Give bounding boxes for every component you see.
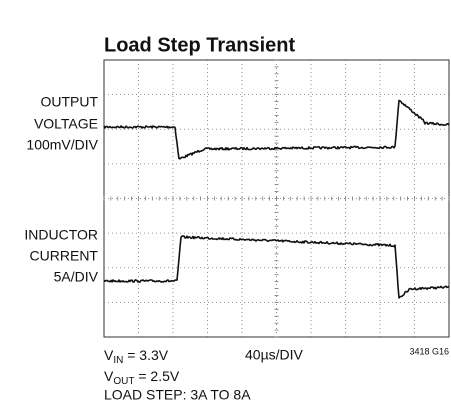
grid: [103, 59, 450, 338]
channel-label: VOLTAGE: [34, 116, 98, 132]
trace: [103, 235, 450, 299]
title: Load Step Transient: [104, 34, 295, 56]
channel-label: OUTPUT: [40, 94, 98, 110]
channel-label: INDUCTOR: [24, 227, 98, 243]
channel-label: CURRENT: [30, 248, 99, 264]
trace: [103, 99, 450, 160]
figure-id: 3418 G16: [409, 346, 449, 356]
channel-label: 100mV/DIV: [26, 137, 98, 153]
condition: VIN = 3.3V: [104, 347, 169, 366]
condition: VOUT = 2.5V: [104, 368, 180, 387]
condition: LOAD STEP: 3A TO 8A: [104, 387, 251, 403]
timebase: 40µs/DIV: [245, 347, 304, 363]
channel-label: 5A/DIV: [54, 269, 99, 285]
